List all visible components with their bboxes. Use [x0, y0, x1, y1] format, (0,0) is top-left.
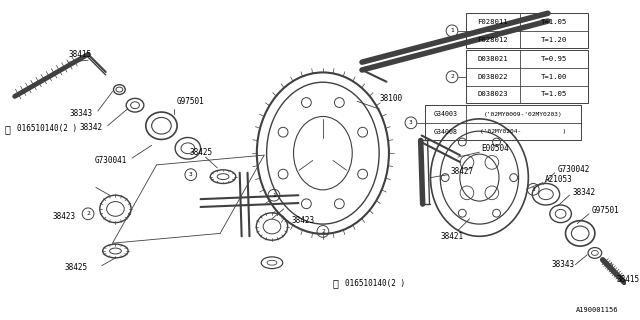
- Text: 38421: 38421: [440, 232, 463, 241]
- Text: D038023: D038023: [477, 92, 508, 98]
- Text: T=1.20: T=1.20: [541, 37, 567, 43]
- Text: F028012: F028012: [477, 37, 508, 43]
- Bar: [466, 51, 588, 103]
- Text: T=1.05: T=1.05: [541, 19, 567, 25]
- Text: 016510140(2 ): 016510140(2 ): [346, 279, 406, 288]
- Text: 38343: 38343: [552, 260, 575, 269]
- Text: 3: 3: [531, 187, 535, 192]
- Text: D038022: D038022: [477, 74, 508, 80]
- Text: 1: 1: [272, 193, 276, 198]
- Text: A21053: A21053: [545, 175, 573, 184]
- Text: ('02MY0009-'02MY0203): ('02MY0009-'02MY0203): [484, 111, 563, 116]
- Text: T=1.00: T=1.00: [541, 74, 567, 80]
- Text: 2: 2: [450, 74, 454, 79]
- Text: T=0.95: T=0.95: [541, 56, 567, 62]
- Text: 2: 2: [321, 229, 324, 234]
- Text: 38425: 38425: [189, 148, 212, 157]
- Text: Ⓑ: Ⓑ: [333, 278, 339, 288]
- Text: 38423: 38423: [52, 212, 75, 221]
- Text: 38425: 38425: [65, 263, 88, 272]
- Text: 38342: 38342: [572, 188, 595, 197]
- Text: 2: 2: [86, 211, 90, 216]
- Text: G97501: G97501: [592, 206, 620, 215]
- Text: E00504: E00504: [481, 144, 509, 153]
- Text: 3: 3: [409, 120, 413, 125]
- Text: Ⓑ: Ⓑ: [5, 124, 11, 134]
- Text: T=1.05: T=1.05: [541, 92, 567, 98]
- Text: G730042: G730042: [557, 165, 590, 174]
- Text: 1: 1: [450, 28, 454, 33]
- Text: 38415: 38415: [616, 275, 639, 284]
- Text: 38427: 38427: [450, 167, 473, 176]
- Text: G34008: G34008: [433, 129, 457, 135]
- Text: 38100: 38100: [380, 94, 403, 103]
- Text: 38343: 38343: [70, 108, 93, 117]
- Text: 016510140(2 ): 016510140(2 ): [17, 124, 77, 133]
- Text: 38342: 38342: [79, 123, 103, 132]
- Text: ('02MY0204-           ): ('02MY0204- ): [480, 129, 566, 134]
- Text: 38423: 38423: [292, 216, 315, 225]
- Text: G730041: G730041: [95, 156, 127, 164]
- Text: 3: 3: [189, 172, 193, 177]
- Text: G97501: G97501: [177, 97, 205, 106]
- Text: G34003: G34003: [433, 111, 457, 117]
- Bar: [424, 105, 581, 140]
- Text: D038021: D038021: [477, 56, 508, 62]
- Text: A190001156: A190001156: [576, 307, 618, 313]
- Text: 38415: 38415: [68, 50, 92, 59]
- Bar: [466, 13, 588, 48]
- Text: F028011: F028011: [477, 19, 508, 25]
